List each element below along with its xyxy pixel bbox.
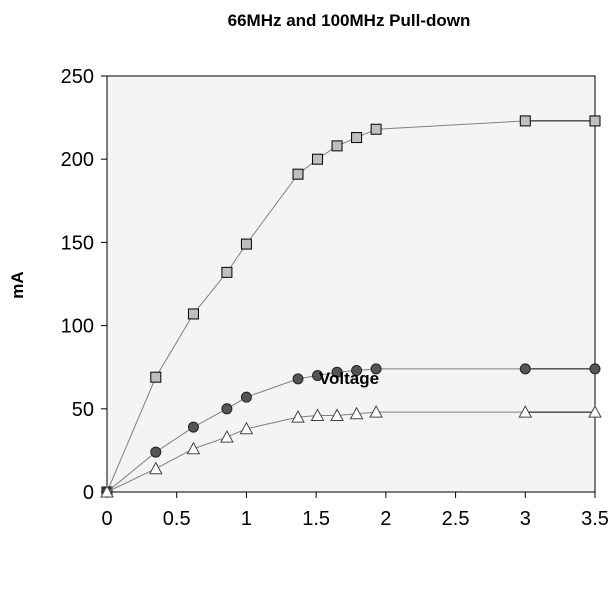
triangle-point [291, 410, 305, 423]
series-layer [100, 115, 602, 498]
square-point [221, 266, 233, 278]
y-tick-label: 0 [83, 482, 94, 504]
triangle-point [220, 430, 234, 443]
x-tick-label: 0 [101, 508, 112, 530]
circle-point [351, 365, 363, 377]
y-axis-ticks: 0 50 100 150 200 250 [61, 66, 107, 504]
circle-point [221, 403, 233, 415]
square-point [187, 308, 199, 320]
square-point [240, 238, 252, 250]
square-point [519, 115, 531, 127]
square-point [351, 132, 363, 144]
y-tick-label: 50 [72, 399, 94, 421]
circle-point [292, 373, 304, 385]
y-tick-label: 100 [61, 316, 94, 338]
circle-point [312, 370, 324, 382]
series-triangle [100, 405, 602, 498]
square-point [589, 115, 601, 127]
x-tick-label: 2.5 [442, 508, 470, 530]
x-axis-ticks: 0 0.5 1 1.5 2 2.5 3 3.5 [101, 492, 609, 530]
square-point [370, 123, 382, 135]
plot-area [106, 75, 596, 493]
x-tick-label: 0.5 [163, 508, 191, 530]
circle-point [187, 421, 199, 433]
x-tick-label: 3 [520, 508, 531, 530]
y-tick-label: 250 [61, 66, 94, 88]
square-point [312, 153, 324, 165]
circle-point [240, 391, 252, 403]
triangle-point [148, 461, 163, 475]
circle-point [370, 363, 382, 375]
y-tick-label: 150 [61, 232, 94, 254]
square-point [150, 371, 162, 383]
y-axis-label: mA [8, 271, 27, 298]
triangle-point [518, 405, 533, 418]
circle-point [519, 363, 531, 375]
triangle-point [369, 405, 383, 418]
triangle-point [239, 421, 254, 435]
series-circle [101, 363, 601, 498]
circle-point [589, 363, 601, 375]
triangle-point [100, 484, 114, 498]
circle-point [150, 446, 162, 458]
x-tick-label: 1.5 [302, 508, 330, 530]
y-tick-label: 200 [61, 149, 94, 171]
chart-title: 66MHz and 100MHz Pull-down [228, 11, 471, 30]
x-tick-label: 1 [241, 508, 252, 530]
circle-point [331, 366, 343, 378]
triangle-point [349, 406, 364, 420]
triangle-point [588, 405, 602, 418]
x-tick-label: 3.5 [581, 508, 609, 530]
triangle-point [330, 408, 344, 421]
square-point [331, 140, 343, 152]
x-axis-label: Voltage [319, 369, 379, 388]
triangle-point [310, 408, 325, 421]
square-point [292, 168, 304, 180]
triangle-point [186, 441, 201, 455]
x-tick-label: 2 [380, 508, 391, 530]
